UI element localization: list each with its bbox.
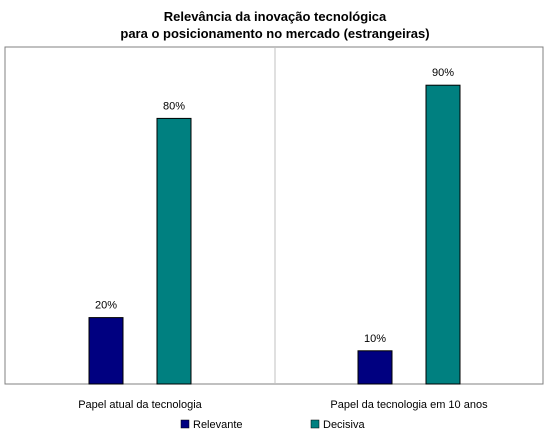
category-label-future: Papel da tecnologia em 10 anos xyxy=(330,399,488,411)
legend: Relevante Decisiva xyxy=(180,419,365,431)
data-label-decisiva-2: 90% xyxy=(432,67,454,79)
bars-group: 20% 10% 80% 90% xyxy=(88,67,461,385)
category-label-current: Papel atual da tecnologia xyxy=(78,399,202,411)
bar-relevante-1 xyxy=(88,317,124,385)
legend-label-decisiva: Decisiva xyxy=(323,419,365,431)
chart-title-line-2: para o posicionamento no mercado (estran… xyxy=(120,26,429,41)
legend-swatch-relevante xyxy=(180,419,190,429)
chart-title-line-1: Relevância da inovação tecnológica xyxy=(164,9,387,24)
bar-decisiva-1 xyxy=(156,117,192,385)
legend-swatch-decisiva xyxy=(310,419,320,429)
data-label-relevante-1: 20% xyxy=(95,300,117,312)
plot-area xyxy=(4,46,544,385)
data-label-decisiva-1: 80% xyxy=(163,100,185,112)
legend-label-relevante: Relevante xyxy=(193,419,243,431)
bar-relevante-2 xyxy=(357,350,393,385)
bar-decisiva-2 xyxy=(425,84,461,385)
data-label-relevante-2: 10% xyxy=(364,333,386,345)
